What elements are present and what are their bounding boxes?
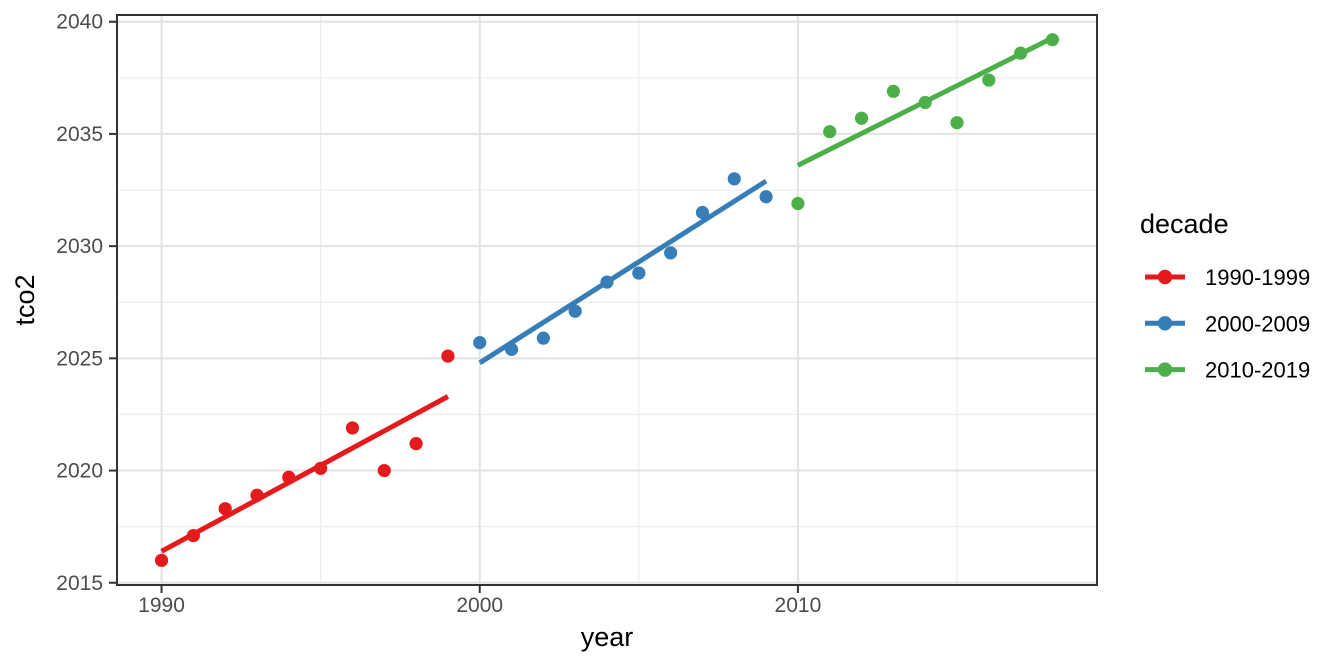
legend-key-dot [1157,316,1173,331]
data-point [377,463,391,478]
data-point [218,502,232,516]
data-point [536,331,550,345]
legend-entry: 2000-2009 [1145,311,1310,336]
data-point [854,111,869,125]
gridlines-layer [117,15,1097,585]
legend-entry: 2010-2019 [1145,358,1310,383]
legend-key-dot [1157,269,1173,285]
data-point [473,336,487,350]
legend-entry-label: 2010-2019 [1205,358,1310,383]
legend-key-dot [1157,362,1173,377]
data-point [727,172,741,186]
trend-line [796,34,1057,168]
y-tick-label: 2015 [56,572,103,595]
data-point [695,205,710,220]
panel-border [116,14,1098,586]
data-point [823,125,837,139]
data-point [950,116,964,130]
y-tick-label: 2035 [56,123,103,146]
trend-line [160,394,450,554]
trend-line [478,178,768,365]
legend-entry-label: 1990-1999 [1205,265,1310,290]
data-point [886,84,900,98]
data-point [982,73,996,87]
y-axis-title: tco2 [10,274,40,325]
x-tick-label: 2010 [775,594,822,617]
data-point [759,190,773,204]
legend: 1990-1999 2000-2009 2010-2019 [1145,265,1310,383]
legend-entry: 1990-1999 [1145,265,1310,290]
data-point [441,349,455,363]
series-2010-2019 [791,33,1060,211]
legend-entry-label: 2000-2009 [1205,311,1310,336]
series-layer [154,33,1060,567]
y-tick-label: 2030 [56,235,103,258]
x-axis-title: year [581,622,634,652]
data-point [409,437,423,451]
y-tick-label: 2020 [56,460,103,483]
legend-title: decade [1140,209,1229,239]
axis-ticks-layer: 1990 2000 2010 2015 2020 2025 2030 2035 2040 [56,11,821,617]
panel-frame-layer [116,14,1098,586]
data-point [632,266,646,280]
series-2000-2009 [473,172,773,365]
data-point [154,553,169,567]
data-point [345,421,360,435]
series-1990-1999 [154,349,455,567]
x-tick-label: 2000 [456,594,503,617]
y-tick-label: 2025 [56,347,103,370]
data-point [791,196,805,211]
data-point [664,246,678,260]
data-point [568,304,582,318]
x-tick-label: 1990 [138,594,185,617]
y-tick-label: 2040 [56,11,103,34]
